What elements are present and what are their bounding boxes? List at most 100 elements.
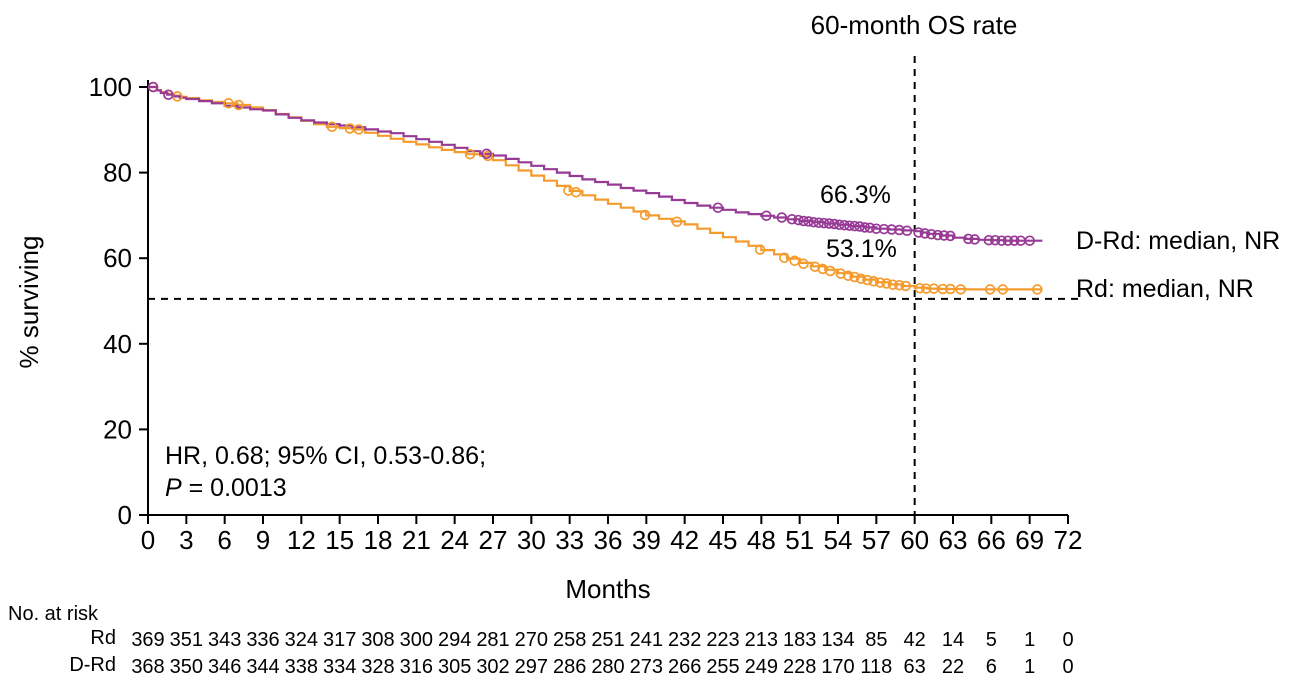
x-tick-label: 63	[939, 525, 968, 555]
at-risk-value-rd: 232	[668, 629, 701, 651]
at-risk-value-drd: 305	[438, 656, 471, 678]
at-risk-value-rd: 336	[246, 629, 279, 651]
censor-mark-drd	[963, 233, 974, 245]
x-tick-label: 30	[517, 525, 546, 555]
at-risk-value-rd: 134	[821, 629, 854, 651]
x-tick-label: 69	[1015, 525, 1044, 555]
p-symbol: P	[165, 474, 182, 502]
at-risk-value-rd: 223	[706, 629, 739, 651]
at-risk-value-rd: 0	[1062, 629, 1073, 651]
y-tick-label: 40	[103, 329, 132, 359]
at-risk-value-rd: 1	[1024, 629, 1035, 651]
at-risk-value-rd: 5	[986, 629, 997, 651]
at-risk-value-drd: 266	[668, 656, 701, 678]
at-risk-row-label-drd: D-Rd	[69, 654, 116, 676]
censor-mark-rd	[997, 284, 1009, 295]
censor-mark-rd	[353, 124, 365, 135]
censor-mark-drd	[163, 89, 174, 100]
at-risk-value-rd: 343	[208, 629, 241, 651]
survival-curve-rd	[148, 85, 1043, 291]
at-risk-value-drd: 334	[323, 656, 356, 678]
rd-60month-rate-annotation: 53.1%	[826, 235, 897, 263]
rd-curve-label: Rd: median, NR	[1076, 275, 1254, 303]
censor-mark-rd	[849, 271, 860, 283]
at-risk-value-drd: 346	[208, 656, 241, 678]
at-risk-value-drd: 280	[591, 656, 624, 678]
censor-mark-drd	[919, 228, 931, 239]
at-risk-value-rd: 258	[553, 629, 586, 651]
at-risk-value-rd: 324	[285, 629, 318, 651]
at-risk-value-rd: 42	[904, 629, 926, 651]
survival-curve-drd	[148, 85, 1043, 242]
censor-mark-drd	[147, 81, 159, 93]
censor-mark-drd	[894, 224, 905, 236]
censor-mark-drd	[938, 230, 950, 241]
x-tick-label: 15	[325, 525, 354, 555]
censor-mark-drd	[926, 228, 937, 240]
at-risk-value-drd: 302	[476, 656, 509, 678]
x-tick-label: 0	[141, 525, 155, 555]
censor-mark-drd	[481, 148, 492, 160]
x-tick-label: 48	[747, 525, 776, 555]
censor-mark-drd	[1009, 235, 1020, 246]
censor-mark-drd	[834, 219, 845, 231]
at-risk-value-drd: 170	[821, 656, 854, 678]
at-risk-value-drd: 1	[1024, 656, 1035, 678]
at-risk-value-rd: 317	[323, 629, 356, 651]
censor-mark-rd	[798, 258, 809, 270]
y-tick-label: 60	[103, 243, 132, 273]
censor-mark-drd	[776, 212, 788, 223]
x-tick-label: 66	[977, 525, 1006, 555]
p-value-line: P = 0.0013	[165, 472, 486, 504]
at-risk-value-drd: 63	[904, 656, 926, 678]
x-tick-label: 3	[179, 525, 193, 555]
censor-mark-rd	[789, 255, 800, 267]
x-tick-label: 60	[900, 525, 929, 555]
censor-mark-drd	[798, 215, 809, 227]
censor-mark-drd	[996, 235, 1007, 246]
hr-ci-line: HR, 0.68; 95% CI, 0.53-0.86;	[165, 442, 487, 470]
censor-mark-rd	[1032, 284, 1043, 295]
censor-mark-drd	[854, 221, 865, 232]
censor-mark-drd	[886, 224, 897, 235]
at-risk-value-drd: 273	[630, 656, 663, 678]
at-risk-value-drd: 22	[942, 656, 964, 678]
censor-mark-drd	[813, 217, 825, 228]
censor-mark-rd	[855, 273, 867, 284]
at-risk-value-drd: 228	[783, 656, 816, 678]
at-risk-value-drd: 255	[706, 656, 739, 678]
at-risk-value-rd: 369	[131, 629, 164, 651]
censor-mark-rd	[874, 277, 886, 288]
censor-mark-rd	[825, 265, 836, 277]
at-risk-value-drd: 0	[1062, 656, 1073, 678]
censor-mark-drd	[864, 222, 876, 234]
y-tick-label: 80	[103, 158, 132, 188]
y-axis-label: % surviving	[14, 235, 44, 369]
censor-mark-drd	[859, 222, 871, 233]
censor-mark-rd	[894, 279, 905, 291]
y-tick-label: 0	[118, 500, 132, 530]
censor-mark-drd	[989, 234, 1001, 246]
x-tick-label: 12	[287, 525, 316, 555]
censor-mark-drd	[823, 218, 835, 229]
x-tick-label: 51	[785, 525, 814, 555]
censor-mark-rd	[984, 284, 996, 295]
p-value: = 0.0013	[181, 474, 287, 502]
at-risk-heading: No. at risk	[8, 603, 99, 625]
at-risk-value-rd: 300	[400, 629, 433, 651]
censor-mark-rd	[881, 278, 892, 289]
at-risk-value-drd: 368	[131, 656, 164, 678]
at-risk-value-drd: 344	[246, 656, 279, 678]
at-risk-value-drd: 297	[515, 656, 548, 678]
at-risk-value-rd: 85	[865, 629, 887, 651]
censor-mark-rd	[779, 252, 790, 264]
at-risk-value-drd: 118	[860, 656, 892, 678]
censor-mark-rd	[955, 284, 966, 295]
x-tick-label: 9	[256, 525, 270, 555]
censor-mark-drd	[983, 234, 995, 246]
censor-mark-drd	[803, 216, 814, 227]
x-tick-label: 72	[1054, 525, 1083, 555]
censor-mark-drd	[818, 217, 830, 229]
censor-mark-rd	[868, 276, 880, 287]
